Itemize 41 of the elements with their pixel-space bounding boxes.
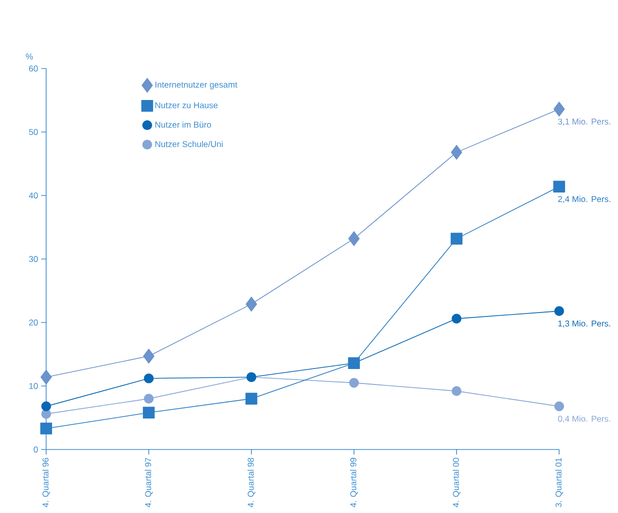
x-tick-label: 4. Quartal 97 (144, 458, 153, 508)
y-tick-label: 0 (34, 446, 38, 452)
point (246, 296, 258, 312)
point (553, 180, 566, 192)
annotation: 2,4 Mio. Pers. (558, 196, 610, 204)
annotation: 1,3 Mio. Pers. (558, 320, 610, 328)
y-tick-label: 60 (29, 65, 38, 72)
point (348, 231, 360, 246)
x-tick-label: 4. Quartal 96 (42, 458, 50, 508)
legend-label: Nutzer im Büro (155, 121, 212, 128)
legend-label: Nutzer Schule/Uni (155, 140, 223, 148)
y-tick-label: 40 (28, 192, 38, 198)
y-tick-label: 30 (29, 256, 38, 262)
point (144, 373, 154, 384)
y-tick-label: 10 (29, 382, 38, 389)
x-tick-label: 3. Quartal 01 (555, 458, 564, 508)
point (452, 386, 462, 396)
y-tick-label: 20 (29, 319, 38, 326)
y-axis-title: % (26, 54, 33, 60)
legend-label: Nutzer zu Hause (155, 102, 218, 108)
point (41, 401, 52, 412)
y-tick-label: 50 (29, 128, 38, 135)
point (554, 306, 564, 316)
point (40, 370, 52, 384)
point (554, 401, 564, 412)
point (554, 102, 565, 117)
point (450, 232, 462, 245)
x-tick-label: 4. Quartal 98 (247, 458, 256, 508)
point (144, 394, 154, 404)
point (245, 392, 258, 405)
annotation: 0,4 Mio. Pers. (558, 416, 610, 423)
point (142, 406, 155, 419)
legend-label: Internetnutzer gesamt (155, 82, 238, 90)
annotation: 3,1 Mio. Pers. (558, 118, 610, 126)
point (452, 314, 462, 324)
x-tick-label: 4. Quartal 99 (350, 458, 358, 508)
point (450, 144, 462, 160)
point (349, 378, 359, 388)
x-tick-label: 4. Quartal 00 (452, 458, 460, 508)
point (143, 348, 154, 364)
point (40, 422, 52, 434)
